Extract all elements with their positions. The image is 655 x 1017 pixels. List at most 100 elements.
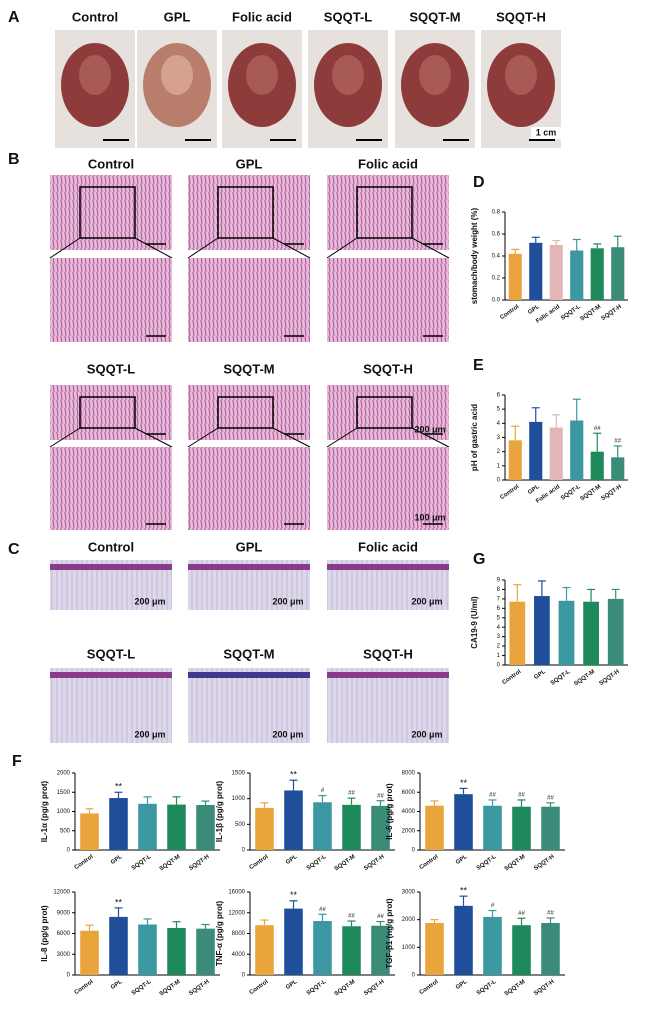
- y-axis-label: TNF-α (pg/g prot): [215, 900, 224, 966]
- bar: [454, 794, 473, 850]
- scale-label: 200 μm: [134, 729, 165, 739]
- stomach-fold: [246, 55, 278, 95]
- x-tick-label: SQQT-M: [159, 854, 182, 872]
- panel-label: C: [8, 541, 20, 558]
- image-label: SQQT-L: [87, 361, 135, 376]
- significance: **: [460, 778, 468, 788]
- y-axis-label: CA19-9 (U/ml): [470, 596, 479, 649]
- bar: [80, 813, 99, 850]
- y-tick-label: 12000: [228, 910, 245, 916]
- stomach-fold: [505, 55, 537, 95]
- zoom-box: [217, 396, 274, 429]
- x-tick-label: Control: [74, 854, 95, 871]
- bar: [607, 598, 624, 665]
- y-axis-label: IL-1α (pg/g prot): [40, 780, 49, 842]
- y-tick-label: 4: [497, 625, 501, 631]
- zoom-line: [49, 427, 81, 448]
- bar: [611, 247, 625, 300]
- x-tick-label: Control: [74, 979, 95, 996]
- y-tick-label: 16000: [228, 890, 245, 896]
- x-tick-label: SQQT-H: [601, 304, 623, 322]
- panel-label: F: [12, 753, 22, 770]
- bar: [255, 807, 274, 850]
- y-tick-label: 3000: [402, 890, 416, 896]
- x-tick-label: SQQT-H: [188, 979, 210, 997]
- x-tick-label: SQQT-M: [334, 854, 357, 872]
- y-tick-label: 0: [67, 973, 71, 979]
- bar: [167, 804, 186, 850]
- x-tick-label: SQQT-L: [476, 854, 498, 872]
- x-tick-label: GPL: [527, 304, 541, 316]
- significance: ##: [377, 793, 384, 799]
- zoom-box: [79, 186, 136, 239]
- x-tick-label: SQQT-L: [560, 484, 582, 502]
- histology-image: [188, 668, 310, 743]
- bar: [255, 925, 274, 975]
- bar: [508, 440, 522, 480]
- zoom-line: [411, 237, 450, 259]
- x-tick-label: Control: [499, 304, 520, 321]
- y-axis-label: TGF-β1 (ng/g prot): [385, 898, 394, 969]
- scale-label: 200 μm: [272, 596, 303, 606]
- scale-box: [531, 127, 561, 139]
- zoom-line: [49, 237, 81, 259]
- x-tick-label: GPL: [285, 854, 299, 866]
- stomach-fold: [419, 55, 451, 95]
- y-axis-label: IL-1β (pg/g prot): [215, 781, 224, 843]
- y-tick-label: 500: [60, 828, 71, 834]
- scale-label: 200 μm: [272, 729, 303, 739]
- scale-label: 200 μm: [411, 596, 442, 606]
- bar: [483, 805, 502, 850]
- zoom-box: [356, 186, 413, 239]
- scale-label: 200 μm: [414, 424, 445, 434]
- image-label: SQQT-H: [363, 361, 413, 376]
- bar: [570, 250, 584, 300]
- x-tick-label: Control: [499, 484, 520, 501]
- bar: [570, 420, 584, 480]
- image-label: Folic acid: [358, 539, 418, 554]
- bar: [590, 248, 604, 300]
- y-tick-label: 0: [67, 848, 71, 854]
- x-tick-label: SQQT-H: [188, 854, 210, 872]
- y-tick-label: 0: [497, 663, 501, 669]
- y-axis-label: stomach/body weight (%): [470, 207, 479, 304]
- x-tick-label: SQQT-L: [560, 304, 582, 322]
- y-tick-label: 8000: [402, 771, 416, 777]
- y-tick-label: 500: [235, 822, 246, 828]
- y-tick-label: 4: [497, 421, 501, 427]
- x-tick-label: Control: [249, 979, 270, 996]
- histology-zoom: [327, 258, 449, 342]
- image-label: GPL: [236, 156, 263, 171]
- x-tick-label: GPL: [455, 979, 469, 991]
- histology-image: [327, 668, 449, 743]
- y-tick-label: 2: [497, 644, 501, 650]
- image-label: SQQT-H: [496, 9, 546, 24]
- histology-zoom: [327, 447, 449, 530]
- significance: ##: [489, 793, 496, 799]
- image-label: SQQT-M: [223, 646, 274, 661]
- zoom-line: [187, 237, 219, 259]
- bar: [138, 803, 157, 850]
- x-tick-label: SQQT-M: [334, 979, 357, 997]
- image-label: Control: [88, 539, 134, 554]
- significance: ##: [614, 439, 621, 445]
- x-tick-label: SQQT-H: [598, 669, 620, 687]
- y-tick-label: 6000: [402, 790, 416, 796]
- scale-label: 200 μm: [134, 596, 165, 606]
- panel-label: D: [473, 174, 485, 191]
- y-tick-label: 1000: [402, 945, 416, 951]
- bar: [196, 804, 215, 850]
- zoom-line: [326, 427, 358, 448]
- zoom-line: [411, 427, 450, 448]
- y-tick-label: 4000: [402, 809, 416, 815]
- x-tick-label: SQQT-M: [159, 979, 182, 997]
- bar: [541, 806, 560, 850]
- mucosa-edge: [50, 564, 172, 570]
- x-tick-label: SQQT-L: [550, 669, 572, 687]
- bar: [284, 908, 303, 975]
- zoom-line: [134, 237, 173, 259]
- y-tick-label: 1500: [57, 790, 71, 796]
- mucosa-edge: [327, 672, 449, 678]
- significance: **: [460, 886, 468, 896]
